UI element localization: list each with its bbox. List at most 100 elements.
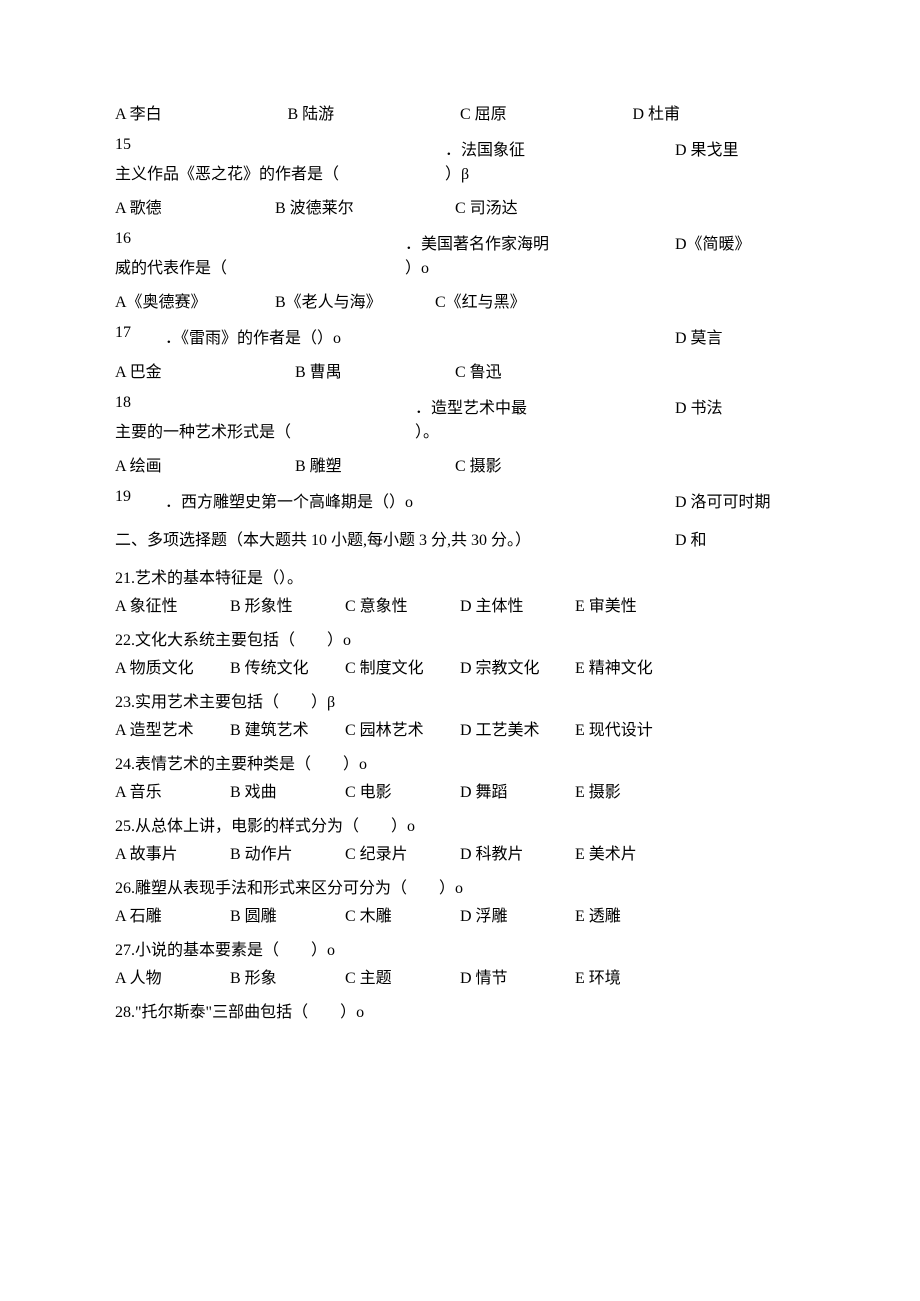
q23-opt-e: E 现代设计 — [575, 716, 695, 740]
q21-opt-e: E 审美性 — [575, 592, 695, 616]
q26-opt-a: A 石雕 — [115, 902, 230, 926]
q18: 18 ．造型艺术中最 主要的一种艺术形式是（ ）。 D 书法 — [115, 394, 805, 442]
q15-options: A 歌德 B 波德莱尔 C 司汤达 — [115, 194, 805, 218]
q24-opt-b: B 戏曲 — [230, 778, 345, 802]
q17-opt-b: B 曹禺 — [295, 358, 455, 382]
q16-opt-b: B《老人与海》 — [275, 288, 435, 312]
q22-stem: 22.文化大系统主要包括（ ）o — [115, 626, 805, 650]
q27-options: A 人物 B 形象 C 主题 D 情节 E 环境 — [115, 964, 805, 988]
q15-opt-a: A 歌德 — [115, 194, 275, 218]
q25-opt-b: B 动作片 — [230, 840, 345, 864]
q19-opt-d: D 洛可可时期 — [675, 488, 805, 512]
q18-opt-a: A 绘画 — [115, 452, 295, 476]
q16: 16 ．美国著名作家海明 威的代表作是（ ）o D《简暖》 — [115, 230, 805, 278]
section2-heading: 二、多项选择题（本大题共 10 小题,每小题 3 分,共 30 分。） — [115, 526, 675, 550]
q24-opt-c: C 电影 — [345, 778, 460, 802]
q16-stem-l2: 威的代表作是（ — [115, 254, 405, 278]
q25-opt-e: E 美术片 — [575, 840, 695, 864]
q18-opt-b: B 雕塑 — [295, 452, 455, 476]
q16-number: 16 — [115, 230, 165, 254]
q26-opt-b: B 圆雕 — [230, 902, 345, 926]
q17-number: 17 — [115, 324, 165, 348]
q24-stem: 24.表情艺术的主要种类是（ ）o — [115, 750, 805, 774]
q14-opt-a: A 李白 — [115, 100, 288, 124]
q25-opt-a: A 故事片 — [115, 840, 230, 864]
q15-number: 15 — [115, 136, 165, 160]
q27-stem: 27.小说的基本要素是（ ）o — [115, 936, 805, 960]
q19: 19 ．西方雕塑史第一个高峰期是（）o D 洛可可时期 — [115, 488, 805, 512]
q14-opt-d: D 杜甫 — [633, 100, 806, 124]
q23-options: A 造型艺术 B 建筑艺术 C 园林艺术 D 工艺美术 E 现代设计 — [115, 716, 805, 740]
q18-stem-r1: ．造型艺术中最 — [415, 394, 527, 418]
q21-opt-a: A 象征性 — [115, 592, 230, 616]
q26-options: A 石雕 B 圆雕 C 木雕 D 浮雕 E 透雕 — [115, 902, 805, 926]
q21-opt-c: C 意象性 — [345, 592, 460, 616]
q15-opt-d: D 果戈里 — [675, 136, 805, 160]
q28-stem: 28."托尔斯泰"三部曲包括（ ）o — [115, 998, 805, 1022]
q17-opt-d: D 莫言 — [675, 324, 805, 348]
q27-opt-d: D 情节 — [460, 964, 575, 988]
q24-opt-e: E 摄影 — [575, 778, 695, 802]
q27-opt-b: B 形象 — [230, 964, 345, 988]
q26-stem: 26.雕塑从表现手法和形式来区分可分为（ ）o — [115, 874, 805, 898]
q25-opt-c: C 纪录片 — [345, 840, 460, 864]
q24-options: A 音乐 B 戏曲 C 电影 D 舞蹈 E 摄影 — [115, 778, 805, 802]
q26-opt-d: D 浮雕 — [460, 902, 575, 926]
q18-opt-c: C 摄影 — [455, 452, 615, 476]
q27-opt-a: A 人物 — [115, 964, 230, 988]
q16-stem-r1: ．美国著名作家海明 — [405, 230, 549, 254]
q15-stem-r2: ）β — [445, 160, 469, 184]
section2-right-d: D 和 — [675, 526, 805, 550]
q15-stem-r1: ．法国象征 — [445, 136, 525, 160]
q23-opt-a: A 造型艺术 — [115, 716, 230, 740]
q21-options: A 象征性 B 形象性 C 意象性 D 主体性 E 审美性 — [115, 592, 805, 616]
q17-stem: ．《雷雨》的作者是（）o — [165, 324, 341, 348]
q17-opt-c: C 鲁迅 — [455, 358, 615, 382]
q22-options: A 物质文化 B 传统文化 C 制度文化 D 宗教文化 E 精神文化 — [115, 654, 805, 678]
q17-opt-a: A 巴金 — [115, 358, 295, 382]
q16-opt-a: A《奥德赛》 — [115, 288, 275, 312]
q26-opt-e: E 透雕 — [575, 902, 695, 926]
q25-options: A 故事片 B 动作片 C 纪录片 D 科教片 E 美术片 — [115, 840, 805, 864]
exam-page: A 李白 B 陆游 C 屈原 D 杜甫 15 ．法国象征 主义作品《恶之花》的作… — [0, 0, 920, 1086]
section2-heading-row: 二、多项选择题（本大题共 10 小题,每小题 3 分,共 30 分。） D 和 — [115, 526, 805, 550]
q17: 17 ．《雷雨》的作者是（）o D 莫言 — [115, 324, 805, 348]
q23-opt-d: D 工艺美术 — [460, 716, 575, 740]
q25-stem: 25.从总体上讲，电影的样式分为（ ）o — [115, 812, 805, 836]
q15-opt-c: C 司汤达 — [455, 194, 615, 218]
q23-stem: 23.实用艺术主要包括（ ）β — [115, 688, 805, 712]
q15: 15 ．法国象征 主义作品《恶之花》的作者是（ ）β D 果戈里 — [115, 136, 805, 184]
q18-opt-d: D 书法 — [675, 394, 805, 418]
q21-opt-b: B 形象性 — [230, 592, 345, 616]
q16-opt-d: D《简暖》 — [675, 230, 805, 254]
q15-stem-l2: 主义作品《恶之花》的作者是（ — [115, 160, 445, 184]
q19-number: 19 — [115, 488, 165, 512]
q16-options: A《奥德赛》 B《老人与海》 C《红与黑》 — [115, 288, 805, 312]
q17-options: A 巴金 B 曹禺 C 鲁迅 — [115, 358, 805, 382]
q22-opt-c: C 制度文化 — [345, 654, 460, 678]
q25-opt-d: D 科教片 — [460, 840, 575, 864]
q18-stem-l2: 主要的一种艺术形式是（ — [115, 418, 415, 442]
q27-opt-e: E 环境 — [575, 964, 695, 988]
q18-options: A 绘画 B 雕塑 C 摄影 — [115, 452, 805, 476]
q14-opt-b: B 陆游 — [288, 100, 461, 124]
q14-opt-c: C 屈原 — [460, 100, 633, 124]
q22-opt-b: B 传统文化 — [230, 654, 345, 678]
q24-opt-a: A 音乐 — [115, 778, 230, 802]
q16-opt-c: C《红与黑》 — [435, 288, 595, 312]
q19-stem: ．西方雕塑史第一个高峰期是（）o — [165, 488, 413, 512]
q26-opt-c: C 木雕 — [345, 902, 460, 926]
q21-opt-d: D 主体性 — [460, 592, 575, 616]
q23-opt-b: B 建筑艺术 — [230, 716, 345, 740]
q15-opt-b: B 波德莱尔 — [275, 194, 455, 218]
q22-opt-a: A 物质文化 — [115, 654, 230, 678]
q16-stem-r2: ）o — [405, 254, 429, 278]
q21-stem: 21.艺术的基本特征是（）。 — [115, 564, 805, 588]
q14-options: A 李白 B 陆游 C 屈原 D 杜甫 — [115, 100, 805, 124]
q18-stem-r2: ）。 — [415, 418, 439, 442]
q23-opt-c: C 园林艺术 — [345, 716, 460, 740]
q22-opt-e: E 精神文化 — [575, 654, 695, 678]
q22-opt-d: D 宗教文化 — [460, 654, 575, 678]
q27-opt-c: C 主题 — [345, 964, 460, 988]
q18-number: 18 — [115, 394, 165, 418]
